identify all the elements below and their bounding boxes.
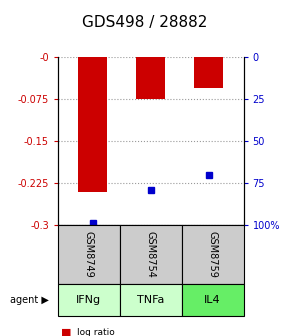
Text: IFNg: IFNg	[76, 295, 102, 305]
Bar	[194, 57, 223, 88]
Text: GSM8759: GSM8759	[208, 231, 218, 278]
Text: GSM8754: GSM8754	[146, 231, 156, 278]
Text: IL4: IL4	[204, 295, 221, 305]
Text: log ratio: log ratio	[77, 328, 115, 336]
Text: GDS498 / 28882: GDS498 / 28882	[82, 15, 208, 30]
Bar	[136, 57, 165, 99]
Text: agent ▶: agent ▶	[10, 295, 49, 305]
Text: TNFa: TNFa	[137, 295, 164, 305]
Bar	[78, 57, 107, 192]
Text: GSM8749: GSM8749	[84, 231, 94, 278]
Text: ■: ■	[61, 328, 71, 336]
